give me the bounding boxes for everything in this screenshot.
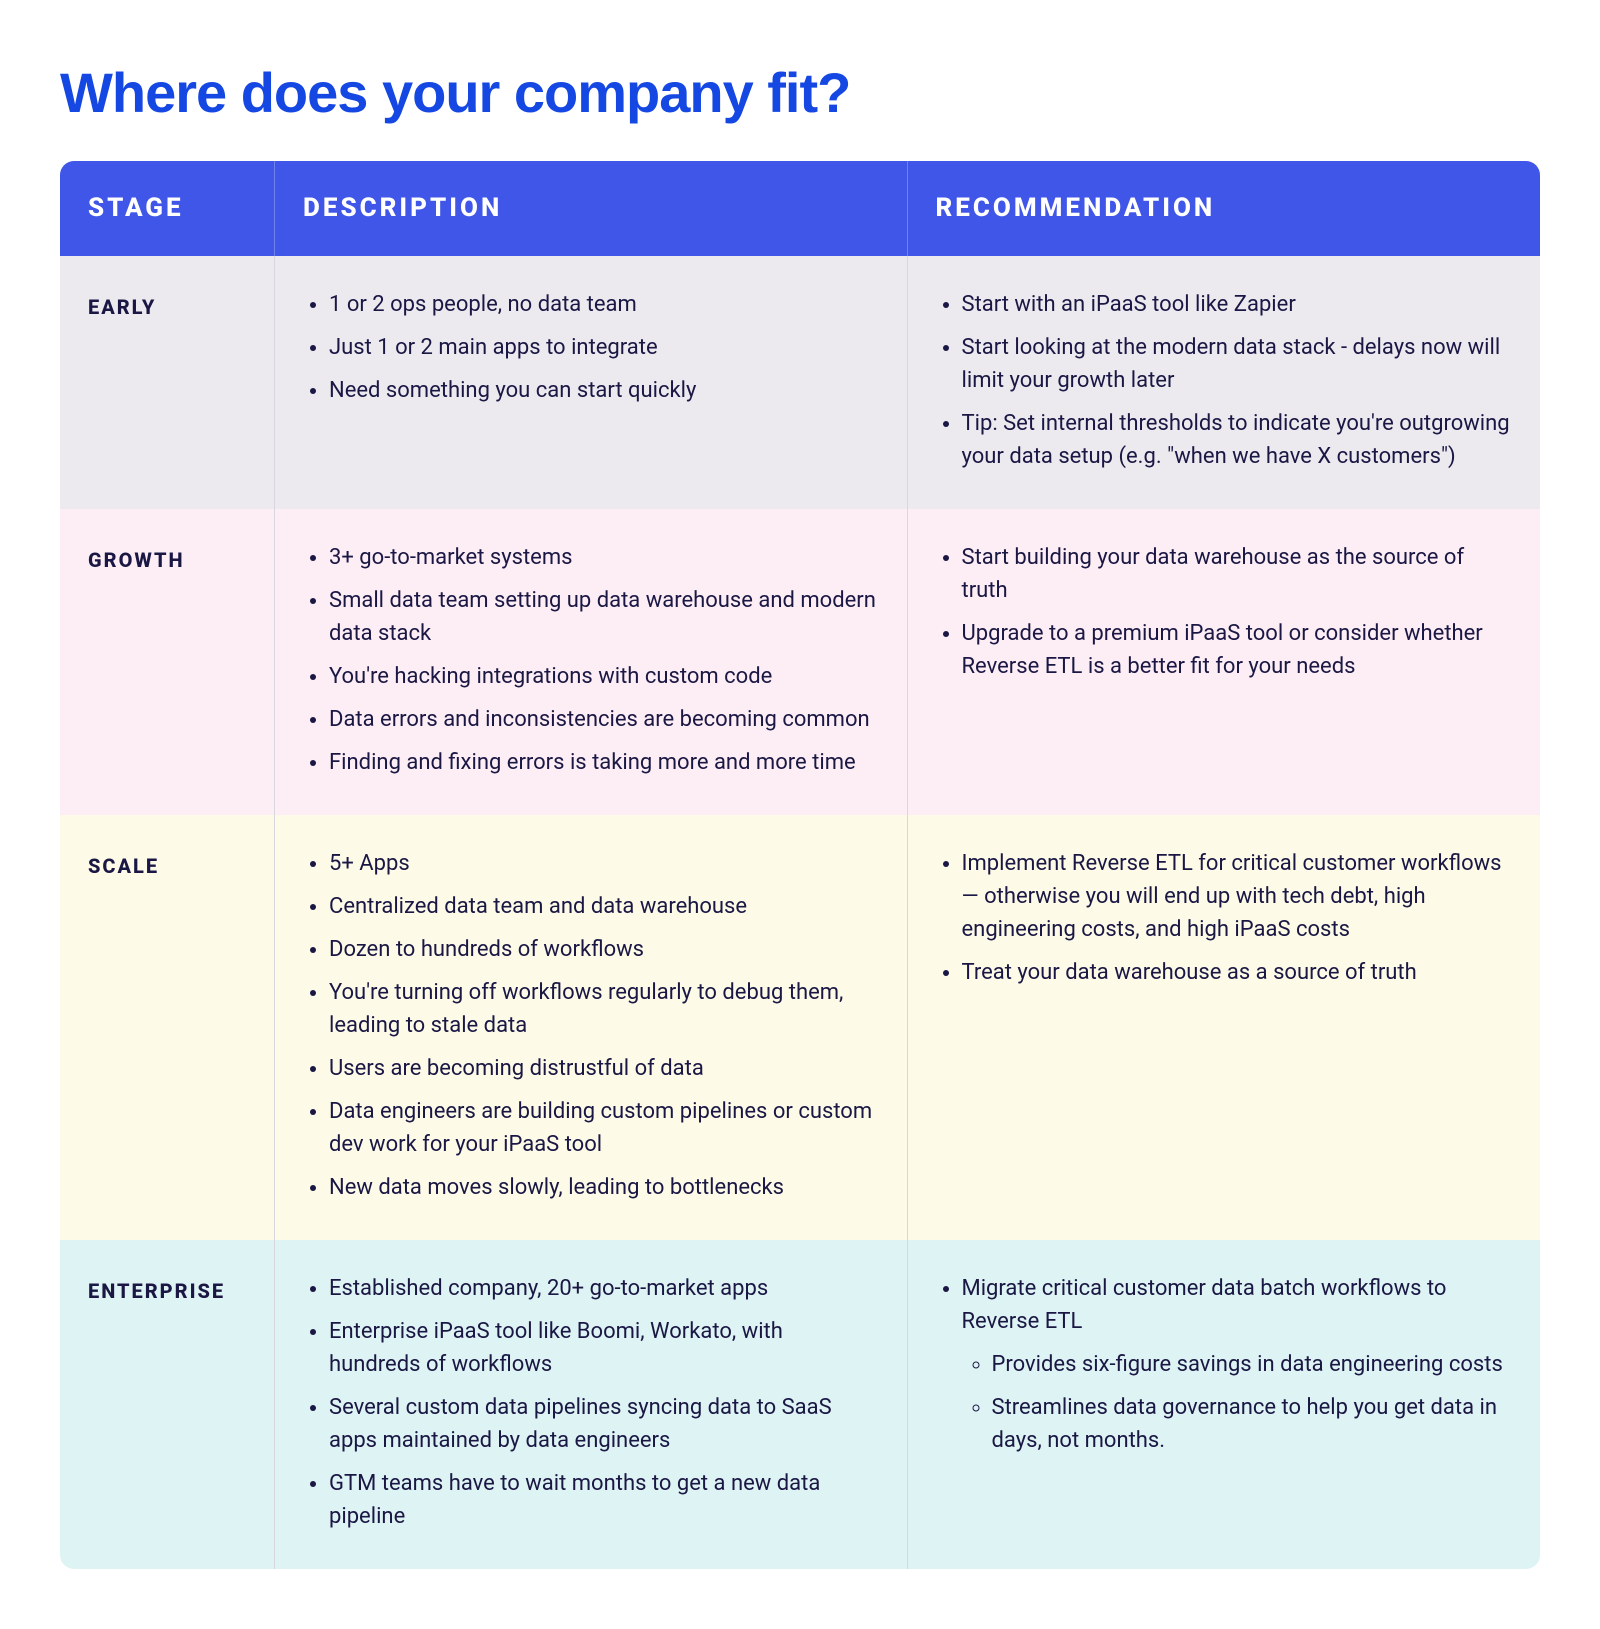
list-item: Need something you can start quickly [329, 374, 879, 407]
recommendation-cell: Implement Reverse ETL for critical custo… [908, 815, 1541, 1240]
list-item: Just 1 or 2 main apps to integrate [329, 331, 879, 364]
list-item: Several custom data pipelines syncing da… [329, 1391, 879, 1457]
table-row: ENTERPRISE Established company, 20+ go-to… [60, 1240, 1540, 1569]
stage-cell: GROWTH [60, 509, 275, 815]
list-item: 1 or 2 ops people, no data team [329, 288, 879, 321]
list-item: Migrate critical customer data batch wor… [962, 1272, 1513, 1457]
table-row: GROWTH 3+ go-to-market systems Small data … [60, 509, 1540, 815]
stage-cell: EARLY [60, 256, 275, 509]
description-cell: Established company, 20+ go-to-market ap… [275, 1240, 908, 1569]
list-item: Dozen to hundreds of workflows [329, 933, 879, 966]
list-item: Finding and fixing errors is taking more… [329, 746, 879, 779]
list-item: You're hacking integrations with custom … [329, 660, 879, 693]
col-header-stage: STAGE [60, 161, 275, 256]
stage-cell: SCALE [60, 815, 275, 1240]
list-item: Data engineers are building custom pipel… [329, 1095, 879, 1161]
col-header-recommendation: RECOMMENDATION [908, 161, 1541, 256]
table-header-row: STAGE DESCRIPTION RECOMMENDATION [60, 161, 1540, 256]
list-item: Start with an iPaaS tool like Zapier [962, 288, 1513, 321]
list-item: Start looking at the modern data stack -… [962, 331, 1513, 397]
description-cell: 1 or 2 ops people, no data team Just 1 or… [275, 256, 908, 509]
description-cell: 5+ Apps Centralized data team and data wa… [275, 815, 908, 1240]
list-item: Small data team setting up data warehous… [329, 584, 879, 650]
list-item: 5+ Apps [329, 847, 879, 880]
list-item: Enterprise iPaaS tool like Boomi, Workat… [329, 1315, 879, 1381]
recommendation-cell: Migrate critical customer data batch wor… [908, 1240, 1541, 1569]
list-item: Centralized data team and data warehouse [329, 890, 879, 923]
table-row: EARLY 1 or 2 ops people, no data team Just… [60, 256, 1540, 509]
list-item: Treat your data warehouse as a source of… [962, 956, 1513, 989]
list-item: GTM teams have to wait months to get a n… [329, 1467, 879, 1533]
list-item: 3+ go-to-market systems [329, 541, 879, 574]
list-item: Streamlines data governance to help you … [992, 1391, 1513, 1457]
list-item: Upgrade to a premium iPaaS tool or consi… [962, 617, 1513, 683]
page-title: Where does your company fit? [60, 60, 1540, 125]
list-item: New data moves slowly, leading to bottle… [329, 1171, 879, 1204]
stage-cell: ENTERPRISE [60, 1240, 275, 1569]
recommendation-cell: Start building your data warehouse as th… [908, 509, 1541, 815]
list-item: Implement Reverse ETL for critical custo… [962, 847, 1513, 946]
recommendation-cell: Start with an iPaaS tool like Zapier Star… [908, 256, 1541, 509]
list-item: Tip: Set internal thresholds to indicate… [962, 407, 1513, 473]
list-item: Established company, 20+ go-to-market ap… [329, 1272, 879, 1305]
company-fit-table: STAGE DESCRIPTION RECOMMENDATION EARLY1 … [60, 161, 1540, 1569]
list-item: Start building your data warehouse as th… [962, 541, 1513, 607]
list-item: Data errors and inconsistencies are beco… [329, 703, 879, 736]
list-item: You're turning off workflows regularly t… [329, 976, 879, 1042]
col-header-description: DESCRIPTION [275, 161, 908, 256]
table-row: SCALE 5+ Apps Centralized data team and da… [60, 815, 1540, 1240]
list-item: Users are becoming distrustful of data [329, 1052, 879, 1085]
description-cell: 3+ go-to-market systems Small data team s… [275, 509, 908, 815]
list-item: Provides six-figure savings in data engi… [992, 1348, 1513, 1381]
